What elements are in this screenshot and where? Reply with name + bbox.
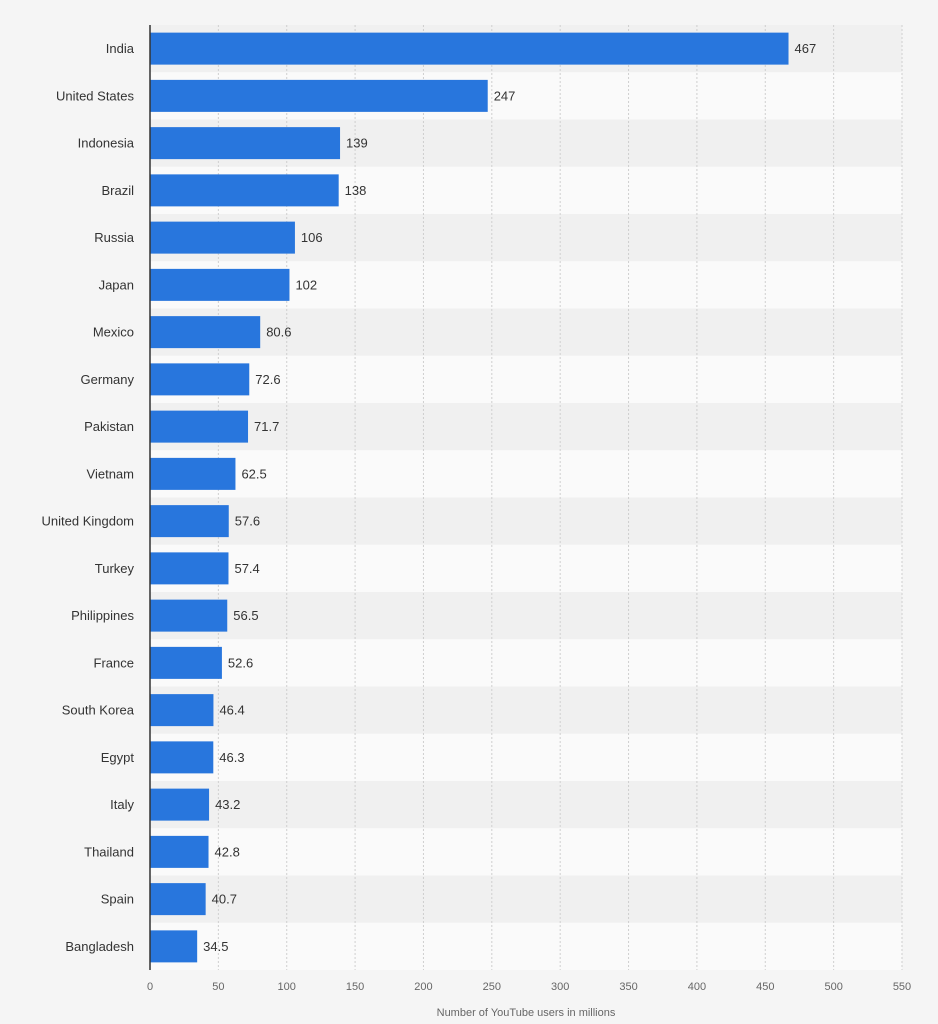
category-label: Italy <box>110 797 134 812</box>
row-band <box>150 733 902 781</box>
value-label: 80.6 <box>266 325 291 340</box>
category-label: Russia <box>94 230 135 245</box>
value-label: 62.5 <box>241 466 266 481</box>
value-label: 139 <box>346 136 368 151</box>
row-band <box>150 922 902 970</box>
bar <box>150 268 290 301</box>
value-label: 57.6 <box>235 514 260 529</box>
bar <box>150 552 229 585</box>
bar <box>150 127 341 160</box>
value-label: 52.6 <box>228 655 253 670</box>
row-band <box>150 355 902 403</box>
bar <box>150 599 228 632</box>
category-labels: India United States Indonesia Brazil Russia J… <box>42 41 135 954</box>
x-tick-label: 0 <box>147 981 153 993</box>
category-label: Germany <box>81 372 135 387</box>
x-tick-label: 150 <box>346 981 364 993</box>
value-label: 46.4 <box>219 703 244 718</box>
category-label: Thailand <box>84 844 134 859</box>
bar <box>150 646 222 679</box>
row-band <box>150 686 902 734</box>
bar <box>150 32 789 65</box>
bar <box>150 505 229 538</box>
x-tick-label: 400 <box>688 981 706 993</box>
category-label: South Korea <box>62 703 135 718</box>
bar <box>150 457 236 490</box>
bar <box>150 788 210 821</box>
category-label: Spain <box>101 892 134 907</box>
value-label: 467 <box>795 41 817 56</box>
value-label: 102 <box>295 277 317 292</box>
category-label: United Kingdom <box>42 514 135 529</box>
category-label: Egypt <box>101 750 135 765</box>
bar <box>150 410 249 443</box>
category-label: India <box>106 41 135 56</box>
bar <box>150 79 488 112</box>
bar <box>150 835 209 868</box>
x-tick-label: 350 <box>619 981 637 993</box>
bars <box>150 32 789 963</box>
category-label: Turkey <box>95 561 135 576</box>
category-label: Vietnam <box>87 466 134 481</box>
x-tick-label: 500 <box>824 981 842 993</box>
category-label: Bangladesh <box>65 939 134 954</box>
row-band <box>150 450 902 498</box>
value-label: 42.8 <box>215 844 240 859</box>
row-band <box>150 497 902 545</box>
category-label: France <box>94 655 134 670</box>
value-label: 106 <box>301 230 323 245</box>
category-label: Philippines <box>71 608 134 623</box>
bar <box>150 741 214 774</box>
bar <box>150 883 206 916</box>
category-label: Pakistan <box>84 419 134 434</box>
bar <box>150 221 295 254</box>
x-tick-labels: 0 50 100 150 200 250 300 350 400 450 500 550 <box>147 981 911 993</box>
value-label: 40.7 <box>212 892 237 907</box>
x-tick-label: 300 <box>551 981 569 993</box>
category-label: Mexico <box>93 325 134 340</box>
row-band <box>150 544 902 592</box>
bar <box>150 930 198 963</box>
x-tick-label: 50 <box>212 981 224 993</box>
row-bands <box>150 25 902 970</box>
bar <box>150 694 214 727</box>
row-band <box>150 403 902 451</box>
value-label: 72.6 <box>255 372 280 387</box>
category-label: Indonesia <box>78 136 135 151</box>
value-label: 46.3 <box>219 750 244 765</box>
bar <box>150 174 339 207</box>
x-axis-title: Number of YouTube users in millions <box>437 1007 616 1019</box>
x-tick-label: 550 <box>893 981 911 993</box>
category-label: Brazil <box>101 183 134 198</box>
value-label: 56.5 <box>233 608 258 623</box>
value-label: 34.5 <box>203 939 228 954</box>
row-band <box>150 875 902 923</box>
bar <box>150 316 261 349</box>
category-label: United States <box>56 88 135 103</box>
x-tick-label: 100 <box>278 981 296 993</box>
row-band <box>150 639 902 687</box>
row-band <box>150 592 902 640</box>
value-label: 138 <box>345 183 367 198</box>
bar <box>150 363 250 396</box>
x-tick-label: 450 <box>756 981 774 993</box>
row-band <box>150 828 902 876</box>
row-band <box>150 308 902 356</box>
x-tick-label: 250 <box>483 981 501 993</box>
x-tick-label: 200 <box>414 981 432 993</box>
value-label: 43.2 <box>215 797 240 812</box>
value-labels: 467 247 139 138 106 102 80.6 72.6 71.7 62.5 57.6 57… <box>203 41 816 954</box>
row-band <box>150 781 902 829</box>
value-label: 57.4 <box>234 561 259 576</box>
value-label: 247 <box>494 88 516 103</box>
category-label: Japan <box>99 277 134 292</box>
value-label: 71.7 <box>254 419 279 434</box>
